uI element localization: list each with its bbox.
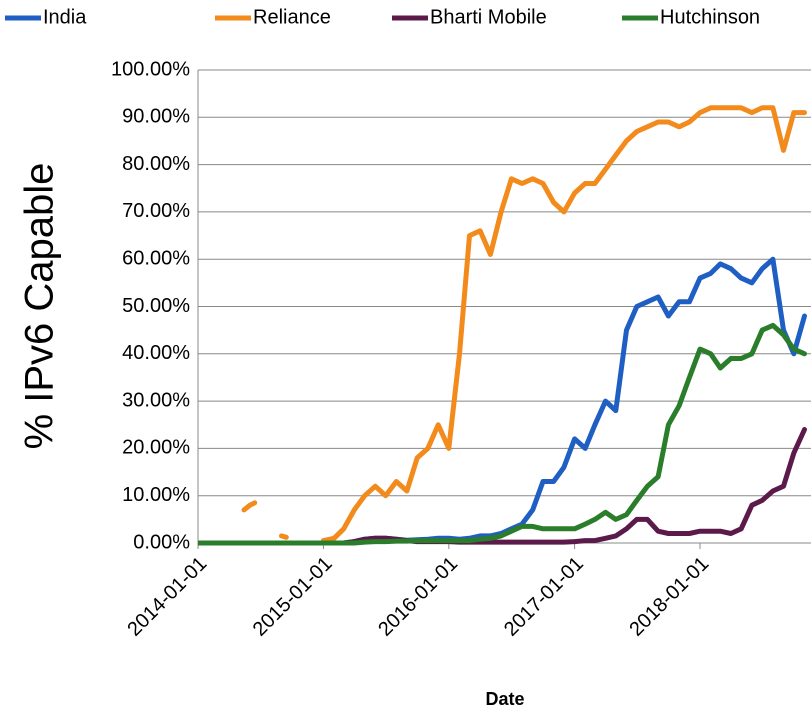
series-line <box>198 322 807 546</box>
y-axis-label: % IPv6 Capable <box>18 163 62 450</box>
series-line <box>241 105 807 544</box>
legend-entry: Bharti Mobile <box>392 6 547 28</box>
plot <box>198 105 807 546</box>
x-tick-label: 2017-01-01 <box>500 553 588 641</box>
y-tick-label: 90.00% <box>122 106 190 128</box>
y-tick-label: 50.00% <box>122 295 190 317</box>
x-tick-label: 2015-01-01 <box>249 553 337 641</box>
legend-label: Reliance <box>253 6 331 28</box>
legend-entry: Hutchinson <box>622 6 760 28</box>
x-axis-label: Date <box>485 689 524 709</box>
y-tick-label: 20.00% <box>122 437 190 459</box>
y-tick-label: 10.00% <box>122 484 190 506</box>
y-tick-label: 40.00% <box>122 342 190 364</box>
legend-label: Bharti Mobile <box>430 6 547 28</box>
x-tick-label: 2018-01-01 <box>625 553 713 641</box>
x-tick-label: 2014-01-01 <box>123 553 211 641</box>
series-line <box>198 427 807 546</box>
y-tick-label: 80.00% <box>122 153 190 175</box>
y-tick-label: 60.00% <box>122 247 190 269</box>
y-tick-label: 100.00% <box>111 58 190 80</box>
legend-entry: Reliance <box>215 6 331 28</box>
legend-label: India <box>43 6 87 28</box>
y-tick-label: 30.00% <box>122 389 190 411</box>
legend-label: Hutchinson <box>660 6 760 28</box>
y-tick-label: 70.00% <box>122 200 190 222</box>
x-tick-label: 2016-01-01 <box>374 553 462 641</box>
y-tick-label: 0.00% <box>133 531 190 553</box>
legend-entry: India <box>5 6 87 28</box>
